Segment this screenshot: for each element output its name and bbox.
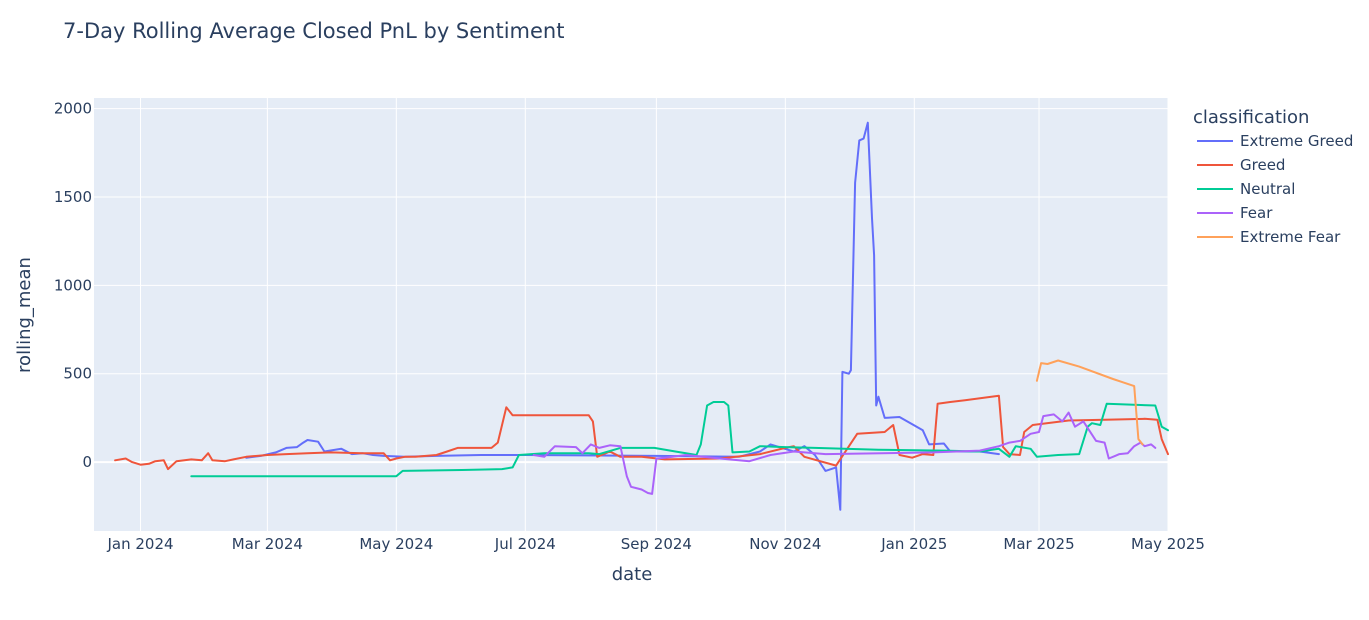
x-tick-label: May 2024	[359, 535, 433, 553]
x-tick-label: Jan 2024	[106, 535, 173, 553]
x-axis-title: date	[612, 564, 653, 585]
legend-label-extreme-greed: Extreme Greed	[1240, 132, 1353, 150]
plot-area	[94, 98, 1168, 531]
y-tick-label: 500	[63, 365, 92, 383]
x-tick-label: Jul 2024	[494, 535, 556, 553]
chart-title: 7-Day Rolling Average Closed PnL by Sent…	[63, 19, 564, 43]
legend-label-extreme-fear: Extreme Fear	[1240, 228, 1341, 246]
x-tick-label: Mar 2024	[232, 535, 303, 553]
legend-label-neutral: Neutral	[1240, 180, 1295, 198]
series-line-fear	[532, 411, 1157, 495]
x-tick-label: Nov 2024	[749, 535, 821, 553]
y-tick-label: 2000	[54, 100, 92, 118]
series-line-extreme-fear	[1035, 359, 1144, 446]
x-tick-label: Sep 2024	[621, 535, 692, 553]
series-line-greed	[114, 394, 1169, 471]
x-tick-label: May 2025	[1131, 535, 1205, 553]
y-axis-title: rolling_mean	[14, 257, 35, 373]
y-tick-label: 1000	[54, 276, 92, 294]
x-tick-label: Mar 2025	[1003, 535, 1074, 553]
legend-label-fear: Fear	[1240, 204, 1273, 222]
y-tick-label: 0	[82, 453, 92, 471]
x-tick-label: Jan 2025	[880, 535, 947, 553]
legend-label-greed: Greed	[1240, 156, 1285, 174]
legend: classification Extreme Greed Greed Neutral…	[1193, 107, 1353, 246]
series-line-neutral	[190, 401, 1169, 478]
legend-title: classification	[1193, 107, 1309, 128]
series-line-extreme-greed	[245, 121, 1000, 511]
y-tick-label: 1500	[54, 188, 92, 206]
